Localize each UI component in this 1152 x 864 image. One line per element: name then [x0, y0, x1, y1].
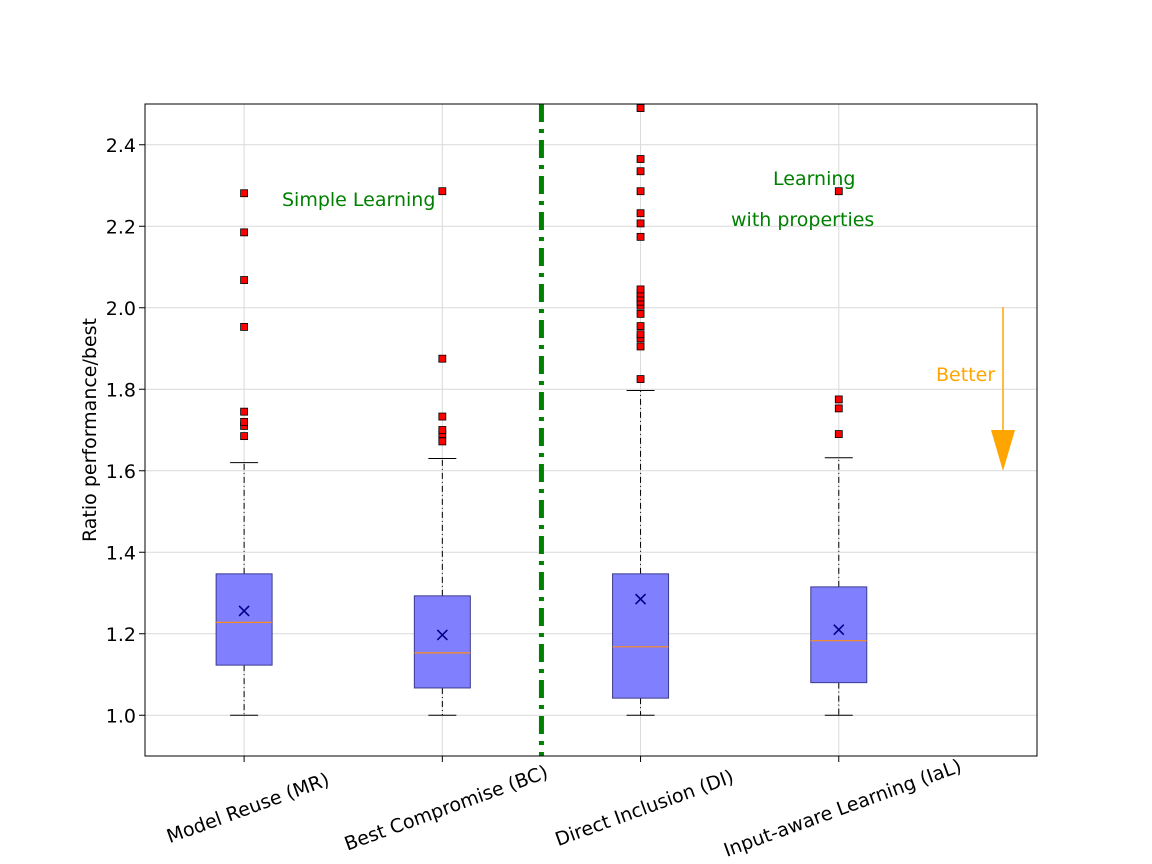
- mean-marker: [238, 605, 250, 617]
- x-tick-label: Model Reuse (MR): [164, 769, 332, 848]
- iqr-box: [215, 573, 273, 666]
- boxes: [215, 104, 868, 716]
- annotation-better: Better: [936, 364, 995, 386]
- box-2: [413, 187, 471, 716]
- outlier-point: [636, 330, 645, 339]
- annotation-learning: Learning: [773, 168, 856, 190]
- outlier-point: [438, 426, 447, 434]
- outlier-point: [636, 232, 645, 241]
- y-tick-label: 1.6: [106, 461, 136, 483]
- outlier-point: [240, 323, 249, 331]
- y-tick-label: 2.4: [106, 135, 136, 157]
- outlier-point: [240, 432, 249, 441]
- outlier-point: [636, 187, 645, 196]
- box-3: [612, 104, 670, 716]
- y-tick-label: 2.0: [106, 298, 136, 320]
- outlier-point: [834, 187, 843, 196]
- x-axis-ticks: Model Reuse (MR) Best Compromise (BC) Dire…: [164, 755, 965, 862]
- outlier-point: [240, 276, 249, 284]
- outlier-point: [240, 189, 249, 198]
- outlier-point: [636, 322, 645, 330]
- y-tick-label: 1.0: [106, 705, 136, 727]
- y-tick-label: 1.8: [106, 379, 136, 401]
- outlier-point: [636, 209, 645, 218]
- outlier-point: [438, 437, 447, 446]
- y-axis-label: Ratio performance/best: [79, 318, 101, 542]
- outlier-point: [636, 104, 645, 112]
- y-tick-label: 2.2: [106, 216, 136, 238]
- x-tick-label: Input-aware Learning (IaL): [721, 755, 965, 862]
- iqr-box: [413, 595, 471, 689]
- outlier-point: [834, 430, 843, 438]
- x-tick-label: Best Compromise (BC): [342, 761, 551, 855]
- outlier-point: [438, 412, 447, 421]
- box-1: [215, 189, 273, 716]
- annotation-simple-learning: Simple Learning: [282, 189, 435, 211]
- iqr-box: [612, 573, 670, 699]
- annotation-with-properties: with properties: [731, 209, 874, 231]
- grid-lines: [145, 104, 1037, 756]
- iqr-box: [810, 586, 868, 684]
- outlier-point: [834, 404, 843, 413]
- box-4: [810, 187, 868, 716]
- outlier-point: [240, 228, 249, 237]
- y-tick-label: 1.2: [106, 624, 136, 646]
- y-axis-ticks: 1.0 1.2 1.4 1.6 1.8 2.0 2.2 2.4: [106, 135, 145, 727]
- outlier-point: [636, 285, 645, 294]
- outlier-point: [636, 167, 645, 176]
- mean-marker: [436, 629, 448, 641]
- plot-frame: [144, 103, 1038, 757]
- better-arrow-head: [991, 430, 1015, 471]
- outlier-point: [636, 155, 645, 163]
- outlier-point: [240, 417, 249, 426]
- outlier-point: [438, 354, 447, 363]
- outlier-point: [636, 309, 645, 318]
- outlier-point: [834, 395, 843, 404]
- outlier-point: [240, 407, 249, 416]
- x-tick-label: Direct Inclusion (DI): [552, 766, 736, 851]
- outlier-point: [636, 342, 645, 351]
- outlier-point: [636, 375, 645, 383]
- outlier-point: [636, 219, 645, 228]
- y-tick-label: 1.4: [106, 542, 136, 564]
- mean-marker: [833, 624, 845, 636]
- outlier-point: [438, 187, 447, 196]
- mean-marker: [634, 593, 647, 605]
